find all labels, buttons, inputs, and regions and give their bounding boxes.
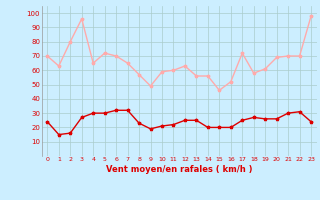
X-axis label: Vent moyen/en rafales ( km/h ): Vent moyen/en rafales ( km/h ) <box>106 165 252 174</box>
